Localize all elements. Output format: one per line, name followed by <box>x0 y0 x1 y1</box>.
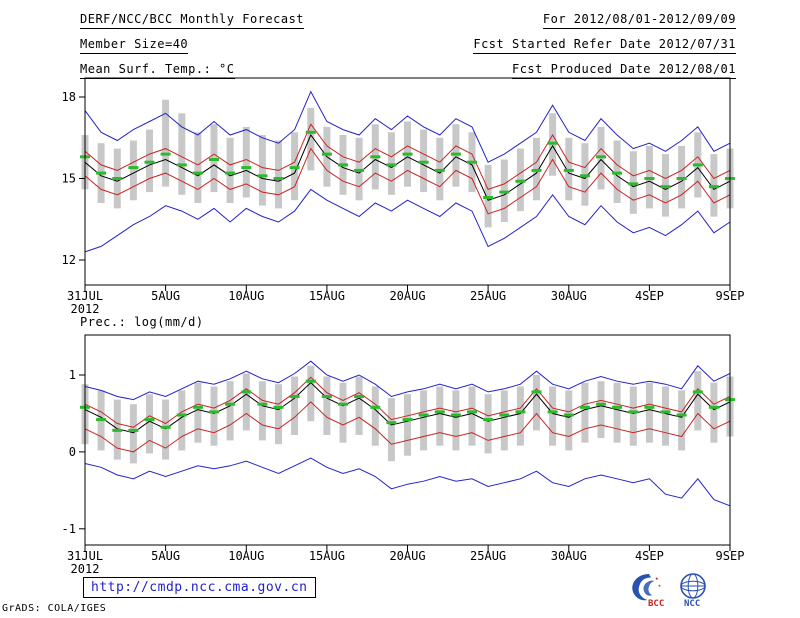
y-tick-label: 0 <box>69 445 76 459</box>
y-tick-label: 18 <box>62 90 76 104</box>
ensemble-max-line <box>84 90 731 163</box>
footer-logos: ★ ★ BCC NCC <box>628 572 710 608</box>
member-size-label: Member Size=40 <box>80 37 189 54</box>
grads-credit: GrADS: COLA/IGES <box>2 603 107 614</box>
lower-band-line <box>84 401 731 453</box>
upper-band-line <box>84 376 731 428</box>
upper-band-line <box>84 123 731 191</box>
x-tick-label: 25AUG <box>470 549 506 563</box>
source-url-link[interactable]: http://cmdp.ncc.cma.gov.cn <box>91 580 308 595</box>
x-tick-label: 25AUG <box>470 289 506 303</box>
ensemble-min-line <box>84 188 731 253</box>
x-tick-label: 31JUL <box>67 549 103 563</box>
x-tick-label: 20AUG <box>389 549 425 563</box>
fcst-refer-date-label: Fcst Started Refer Date 2012/07/31 <box>473 37 736 54</box>
ensemble-mean-line <box>84 133 731 201</box>
x-tick-label: 9SEP <box>716 289 745 303</box>
header-left: DERF/NCC/BCC Monthly Forecast Member Siz… <box>80 8 305 83</box>
x-tick-label: 10AUG <box>228 289 264 303</box>
report-title: DERF/NCC/BCC Monthly Forecast <box>80 12 305 29</box>
precipitation-panel: -1 0 1 31JUL 5AUG 10AUG 15AUG 20AUG 25AUG 30AUG 4S… <box>62 334 745 576</box>
ensemble-median-dashes <box>80 130 735 199</box>
source-url-box: http://cmdp.ncc.cma.gov.cn <box>83 577 316 598</box>
lower-band-line <box>84 147 731 215</box>
ensemble-max-line <box>84 360 731 401</box>
surface-temperature-panel: 12 15 18 31JUL 5AUG 10AUG 15AUG 20AUG 25AUG 30AUG… <box>62 77 745 316</box>
x-tick-label: 4SEP <box>635 549 664 563</box>
y-tick-label: 12 <box>62 253 76 267</box>
bcc-logo-swirl <box>632 574 651 601</box>
ensemble-min-line <box>84 457 731 507</box>
x-tick-label: 4SEP <box>635 289 664 303</box>
bcc-logo: ★ ★ BCC <box>632 574 664 608</box>
x-tick-label: 30AUG <box>551 549 587 563</box>
fcst-produced-date-label: Fcst Produced Date 2012/08/01 <box>511 62 736 79</box>
x-tick-label: 5AUG <box>151 549 180 563</box>
y-tick-label: 15 <box>62 172 76 186</box>
x-year-label: 2012 <box>71 562 100 576</box>
y-tick-label: 1 <box>69 368 76 382</box>
header-right: For 2012/08/01-2012/09/09 Fcst Started R… <box>430 8 736 83</box>
bcc-logo-inner-swirl <box>643 580 655 596</box>
x-tick-label: 30AUG <box>551 289 587 303</box>
x-tick-label: 5AUG <box>151 289 180 303</box>
x-year-label: 2012 <box>71 302 100 316</box>
y-tick-label: -1 <box>62 522 76 536</box>
temp-chart-title: Mean Surf. Temp.: °C <box>80 62 235 79</box>
ncc-logo-text: NCC <box>684 599 700 608</box>
forecast-period-label: For 2012/08/01-2012/09/09 <box>542 12 736 29</box>
x-tick-label: 20AUG <box>389 289 425 303</box>
ncc-logo: NCC <box>680 573 706 608</box>
bcc-logo-text: BCC <box>648 599 664 608</box>
bcc-logo-star-icon: ★ <box>655 575 659 582</box>
x-tick-label: 31JUL <box>67 289 103 303</box>
prec-chart-title: Prec.: log(mm/d) <box>80 315 204 329</box>
bcc-logo-star-icon: ★ <box>658 583 661 589</box>
x-tick-label: 15AUG <box>309 289 345 303</box>
x-tick-label: 9SEP <box>716 549 745 563</box>
ensemble-mean-line <box>84 382 731 434</box>
x-tick-label: 15AUG <box>309 549 345 563</box>
x-tick-label: 10AUG <box>228 549 264 563</box>
